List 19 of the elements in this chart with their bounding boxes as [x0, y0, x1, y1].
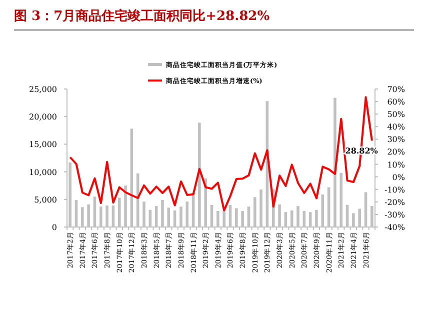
y2-tick-label: 10%	[387, 160, 406, 170]
y2-tick-label: 20%	[387, 148, 406, 157]
y-tick-label: 10,000	[29, 168, 57, 177]
y2-tick-label: -20%	[384, 198, 406, 207]
y2-tick-label: -30%	[384, 210, 406, 220]
y2-tick-label: 60%	[387, 98, 406, 107]
y2-tick-label: 40%	[387, 122, 406, 132]
y2-tick-label: 30%	[387, 135, 406, 144]
y-tick-label: 15,000	[29, 140, 57, 150]
y2-tick-label: 70%	[387, 85, 406, 94]
y-tick-label: 0	[52, 223, 57, 232]
y2-tick-label: -10%	[384, 185, 406, 194]
y2-tick-label: 0%	[392, 172, 406, 182]
chart-title: 图 3：7月商品住宅竣工面积同比+28.82%	[14, 8, 270, 24]
y-tick-label: 25,000	[29, 85, 57, 94]
y-tick-label: 20,000	[29, 112, 57, 122]
y2-tick-label: 50%	[387, 110, 406, 120]
y-tick-label: 5,000	[34, 195, 57, 204]
y2-tick-label: -40%	[384, 223, 406, 232]
